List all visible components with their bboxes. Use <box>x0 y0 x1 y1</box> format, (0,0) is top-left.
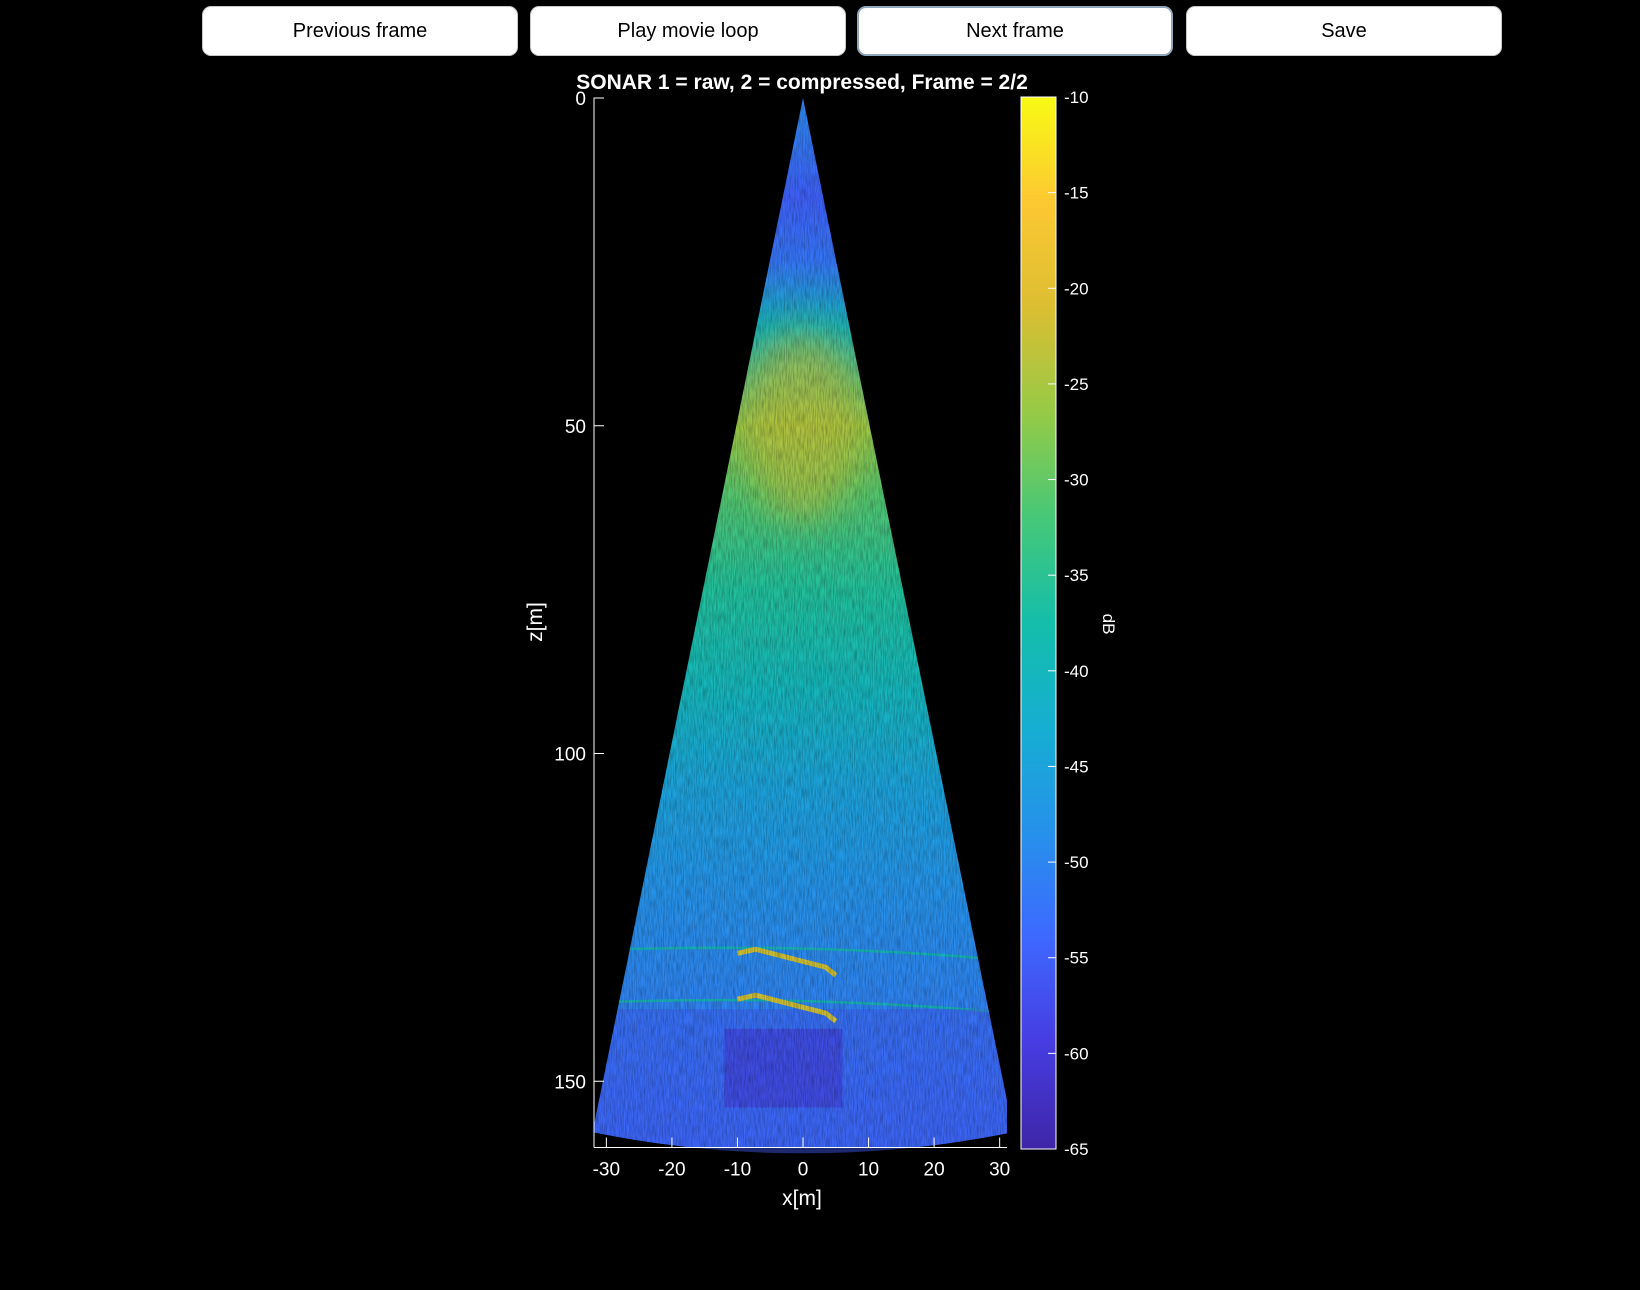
x-tick-label: -30 <box>593 1160 620 1181</box>
colorbar-tick-label: -20 <box>1064 279 1089 298</box>
colorbar-tick-label: -10 <box>1064 88 1089 107</box>
colorbar-tick-label: -50 <box>1064 853 1089 872</box>
x-tick-label: -20 <box>658 1160 685 1181</box>
colorbar-tick-label: -55 <box>1064 949 1089 968</box>
y-tick-label: 50 <box>565 417 586 438</box>
save-button[interactable]: Save <box>1186 6 1502 56</box>
x-axis-label: x[m] <box>782 1187 822 1210</box>
colorbar-tick-label: -30 <box>1064 471 1089 490</box>
y-tick-label: 150 <box>554 1072 586 1093</box>
x-tick-label: -10 <box>724 1160 751 1181</box>
colorbar-tick-label: -65 <box>1064 1140 1089 1159</box>
sonar-fan <box>593 98 1008 1154</box>
colorbar-tick-label: -40 <box>1064 662 1089 681</box>
x-tick-label: 30 <box>989 1160 1010 1181</box>
colorbar-tick-label: -45 <box>1064 757 1089 776</box>
colorbar: -10 -15 -20 -25 -30 -35 -40 -45 -50 -55 -60 -65 <box>1020 88 1089 1159</box>
play-movie-loop-button[interactable]: Play movie loop <box>530 6 846 56</box>
colorbar-tick-label: -15 <box>1064 184 1089 203</box>
colorbar-tick-label: -60 <box>1064 1044 1089 1063</box>
previous-frame-button[interactable]: Previous frame <box>202 6 518 56</box>
sonar-image <box>593 98 1008 1154</box>
y-axis-label: z[m] <box>524 602 547 642</box>
next-frame-button[interactable]: Next frame <box>857 6 1173 56</box>
y-tick-label: 100 <box>554 745 586 766</box>
colorbar-label: dB <box>1099 614 1118 635</box>
x-tick-label: 20 <box>924 1160 945 1181</box>
axes: -30 -20 -10 0 10 20 30 0 50 100 150 <box>554 89 1010 1181</box>
colorbar-tick-label: -25 <box>1064 375 1089 394</box>
x-tick-label: 0 <box>798 1160 809 1181</box>
y-tick-label: 0 <box>575 89 586 110</box>
colorbar-scale <box>1020 96 1057 1150</box>
colorbar-tick-label: -35 <box>1064 566 1089 585</box>
x-tick-label: 10 <box>858 1160 879 1181</box>
sonar-speckle <box>594 98 1007 1147</box>
chart-title: SONAR 1 = raw, 2 = compressed, Frame = 2… <box>576 71 1028 94</box>
